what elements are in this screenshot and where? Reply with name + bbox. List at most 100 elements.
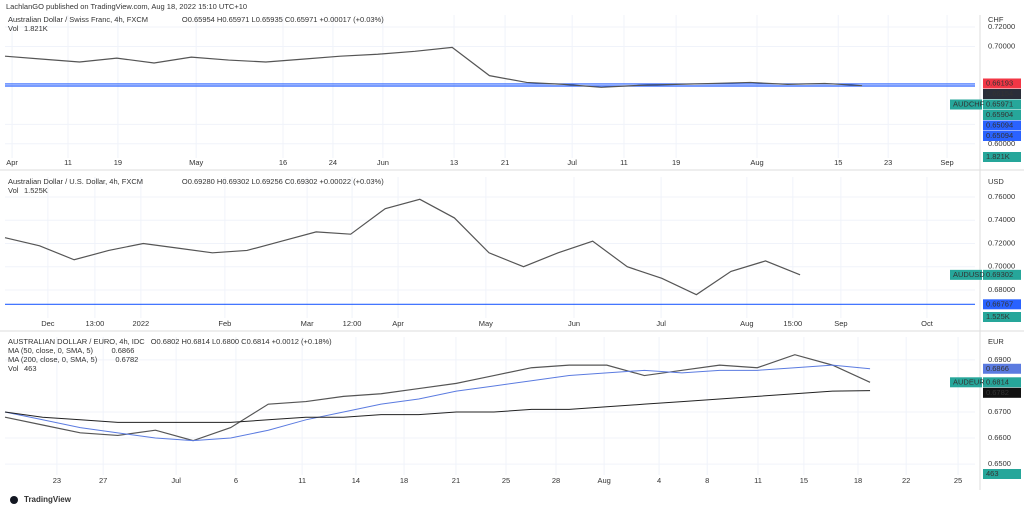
y-tick-label: 0.72000 <box>988 238 1015 247</box>
price-tag <box>983 299 1021 310</box>
price-tag-label: 0.66767 <box>986 299 1013 308</box>
x-tick-label: 19 <box>672 158 680 167</box>
x-tick-label: Mar <box>301 319 314 328</box>
legend-vol: Vol <box>8 186 19 195</box>
x-tick-label: May <box>189 158 203 167</box>
price-tag <box>983 99 1021 110</box>
x-tick-label: Aug <box>750 158 763 167</box>
x-tick-label: 18 <box>854 476 862 485</box>
price-tag-label: 0.65094 <box>986 120 1013 129</box>
footer: TradingView <box>24 495 72 504</box>
y-tick-label: 0.72000 <box>988 22 1015 31</box>
currency: EUR <box>988 337 1004 346</box>
x-tick-label: 28 <box>552 476 560 485</box>
x-tick-label: Aug <box>597 476 610 485</box>
x-tick-label: 25 <box>502 476 510 485</box>
y-tick-label: 0.60000 <box>988 139 1015 148</box>
x-tick-label: 12:00 <box>343 319 362 328</box>
logo <box>10 496 18 504</box>
price-tag-label: 0.6866 <box>986 364 1009 373</box>
x-tick-label: 21 <box>501 158 509 167</box>
volume-tag-label: 1.525K <box>986 312 1010 321</box>
x-tick-label: Oct <box>921 319 934 328</box>
x-tick-label: Aug <box>740 319 753 328</box>
y-tick-label: 0.6500 <box>988 459 1011 468</box>
x-tick-label: 22 <box>902 476 910 485</box>
symbol-tag-label: AUDEUR <box>953 377 985 386</box>
price-tag <box>983 131 1021 142</box>
x-tick-label: 2022 <box>133 319 150 328</box>
x-tick-label: 15:00 <box>783 319 802 328</box>
currency: CHF <box>988 15 1004 24</box>
x-tick-label: 23 <box>53 476 61 485</box>
symbol-tag <box>950 269 982 280</box>
volume-tag <box>983 152 1021 162</box>
y-tick-label: 0.68000 <box>988 285 1015 294</box>
x-tick-label: Sep <box>940 158 953 167</box>
x-tick-label: 13:00 <box>85 319 104 328</box>
x-tick-label: Jul <box>171 476 181 485</box>
y-tick-label: 0.76000 <box>988 192 1015 201</box>
x-tick-label: Sep <box>834 319 847 328</box>
x-tick-label: 11 <box>298 476 306 485</box>
price-tag-label: 0.65094 <box>986 131 1013 140</box>
x-tick-label: 13 <box>450 158 458 167</box>
x-tick-label: Jun <box>377 158 389 167</box>
price-tag <box>983 89 1021 100</box>
x-tick-label: Jun <box>568 319 580 328</box>
moving-average <box>4 390 871 423</box>
symbol-tag <box>950 377 982 388</box>
price-tag <box>983 120 1021 131</box>
volume-tag <box>983 312 1021 322</box>
header: LachlanGO published on TradingView.com, … <box>6 2 247 11</box>
volume-tag-label: 463 <box>986 469 999 478</box>
price-tag-label: 0.6782 <box>986 388 1009 397</box>
x-tick-label: Dec <box>41 319 55 328</box>
price-tag-label: 0.66154 <box>986 89 1013 98</box>
x-tick-label: Apr <box>392 319 404 328</box>
legend-title: Australian Dollar / U.S. Dollar, 4h, FXC… <box>8 177 143 186</box>
y-tick-label: 0.6900 <box>988 355 1011 364</box>
legend-vol-value: 1.821K <box>24 24 48 33</box>
legend-vol: Vol <box>8 364 19 373</box>
legend-title: AUSTRALIAN DOLLAR / EURO, 4h, IDC <box>8 337 145 346</box>
price-tag <box>983 377 1021 388</box>
price-tag-label: 0.66193 <box>986 78 1013 87</box>
currency: USD <box>988 177 1004 186</box>
volume-tag-label: 1.821K <box>986 152 1010 161</box>
x-tick-label: Apr <box>6 158 18 167</box>
price-tag <box>983 78 1021 89</box>
x-tick-label: 23 <box>884 158 892 167</box>
legend-ohlc: O0.69280 H0.69302 L0.69256 C0.69302 +0.0… <box>182 177 384 186</box>
price-tag-label: 0.65904 <box>986 110 1013 119</box>
price-tag <box>983 387 1021 398</box>
legend-vol: Vol <box>8 24 19 33</box>
x-tick-label: 19 <box>114 158 122 167</box>
x-tick-label: May <box>479 319 493 328</box>
symbol-tag <box>950 99 982 110</box>
y-tick-label: 0.70000 <box>988 262 1015 271</box>
price-tag <box>983 110 1021 121</box>
price-tag <box>983 363 1021 374</box>
x-tick-label: 24 <box>329 158 337 167</box>
x-tick-label: 8 <box>705 476 709 485</box>
x-tick-label: 4 <box>657 476 661 485</box>
price-line <box>4 46 863 88</box>
legend-vol-value: 463 <box>24 364 37 373</box>
volume-tag <box>983 469 1021 479</box>
legend-ma-value: 0.6782 <box>115 355 138 364</box>
price-tag <box>983 269 1021 280</box>
moving-average <box>4 364 871 442</box>
x-tick-label: 21 <box>452 476 460 485</box>
x-tick-label: 6 <box>234 476 238 485</box>
legend-ohlc: O0.65954 H0.65971 L0.65935 C0.65971 +0.0… <box>182 15 384 24</box>
symbol-tag-label: AUDCHF <box>953 99 985 108</box>
x-tick-label: 14 <box>352 476 360 485</box>
price-line <box>4 198 801 296</box>
x-tick-label: Jul <box>656 319 666 328</box>
legend-vol-value: 1.525K <box>24 186 48 195</box>
x-tick-label: 18 <box>400 476 408 485</box>
x-tick-label: 15 <box>800 476 808 485</box>
y-tick-label: 0.74000 <box>988 215 1015 224</box>
